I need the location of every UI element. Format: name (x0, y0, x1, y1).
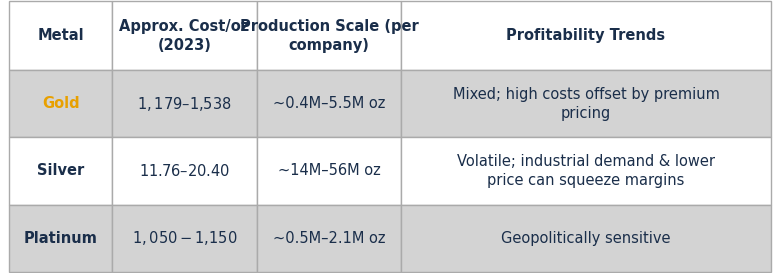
Bar (257, 204, 402, 272)
Text: Approx. Cost/oz
(2023): Approx. Cost/oz (2023) (119, 19, 250, 53)
Bar (9, 137, 112, 204)
Text: Silver: Silver (37, 164, 84, 179)
Text: $1,050-$1,150: $1,050-$1,150 (132, 229, 237, 247)
Bar (9, 70, 112, 137)
Text: Mixed; high costs offset by premium
pricing: Mixed; high costs offset by premium pric… (452, 87, 719, 121)
Text: ~0.4M–5.5M oz: ~0.4M–5.5M oz (273, 96, 385, 111)
Text: $1,179–$1,538: $1,179–$1,538 (137, 95, 232, 113)
Text: Geopolitically sensitive: Geopolitically sensitive (502, 231, 671, 246)
Text: Metal: Metal (37, 28, 84, 43)
Text: Gold: Gold (42, 96, 80, 111)
Bar (402, 1, 771, 70)
Text: Profitability Trends: Profitability Trends (506, 28, 665, 43)
Bar (112, 137, 257, 204)
Bar (9, 204, 112, 272)
Bar (9, 1, 112, 70)
Bar (257, 70, 402, 137)
Text: $11.76–$20.40: $11.76–$20.40 (139, 163, 230, 179)
Bar (257, 1, 402, 70)
Bar (402, 70, 771, 137)
Bar (112, 204, 257, 272)
Bar (257, 137, 402, 204)
Text: Production Scale (per
company): Production Scale (per company) (239, 19, 419, 53)
Text: ~0.5M–2.1M oz: ~0.5M–2.1M oz (273, 231, 385, 246)
Bar (112, 1, 257, 70)
Text: ~14M–56M oz: ~14M–56M oz (278, 164, 381, 179)
Text: Volatile; industrial demand & lower
price can squeeze margins: Volatile; industrial demand & lower pric… (457, 154, 715, 188)
Bar (112, 70, 257, 137)
Bar (402, 204, 771, 272)
Bar (402, 137, 771, 204)
Text: Platinum: Platinum (24, 231, 98, 246)
